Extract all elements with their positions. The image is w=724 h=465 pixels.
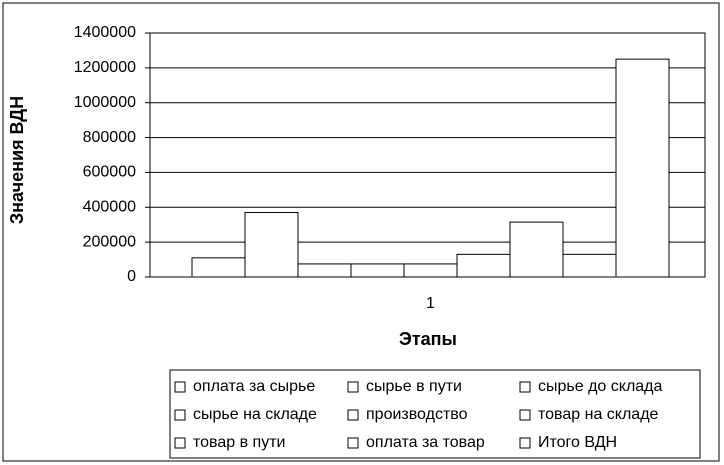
legend-swatch xyxy=(347,381,359,393)
legend-swatch xyxy=(519,381,531,393)
bar xyxy=(350,263,405,278)
legend-swatch xyxy=(347,437,359,449)
legend-swatch xyxy=(174,409,186,421)
legend-label: оплата за товар xyxy=(366,434,485,451)
y-tick-label: 1200000 xyxy=(74,59,136,76)
legend-swatch xyxy=(519,409,531,421)
legend-label: оплата за сырье xyxy=(193,378,315,395)
y-tick-label: 400000 xyxy=(83,199,136,216)
bar xyxy=(244,212,299,278)
bar xyxy=(297,263,352,278)
y-tick-label: 1400000 xyxy=(74,24,136,41)
y-tick-label: 0 xyxy=(127,268,136,285)
bar xyxy=(456,253,511,278)
legend-label: сырье в пути xyxy=(366,378,462,395)
legend-swatch xyxy=(347,409,359,421)
x-axis-title: Этапы xyxy=(399,329,457,349)
legend-box xyxy=(169,369,701,459)
legend-label: сырье на складе xyxy=(193,406,317,423)
legend-swatch xyxy=(174,381,186,393)
bar xyxy=(562,253,617,278)
x-tick-label: 1 xyxy=(426,295,435,312)
bar xyxy=(403,263,458,278)
legend-label: товар на складе xyxy=(538,406,659,423)
y-tick-label: 800000 xyxy=(83,129,136,146)
legend-label: Итого ВДН xyxy=(538,434,617,451)
legend-swatch xyxy=(174,437,186,449)
legend-label: сырье до склада xyxy=(538,378,663,395)
y-axis-title: Значения ВДН xyxy=(7,96,27,224)
legend-label: производство xyxy=(366,406,468,423)
y-tick-label: 1000000 xyxy=(74,94,136,111)
y-tick-label: 200000 xyxy=(83,233,136,250)
legend-label: товар в пути xyxy=(193,434,285,451)
bar xyxy=(615,58,670,278)
bar xyxy=(191,257,246,278)
legend-swatch xyxy=(519,437,531,449)
bar xyxy=(509,221,564,278)
y-tick-label: 600000 xyxy=(83,164,136,181)
